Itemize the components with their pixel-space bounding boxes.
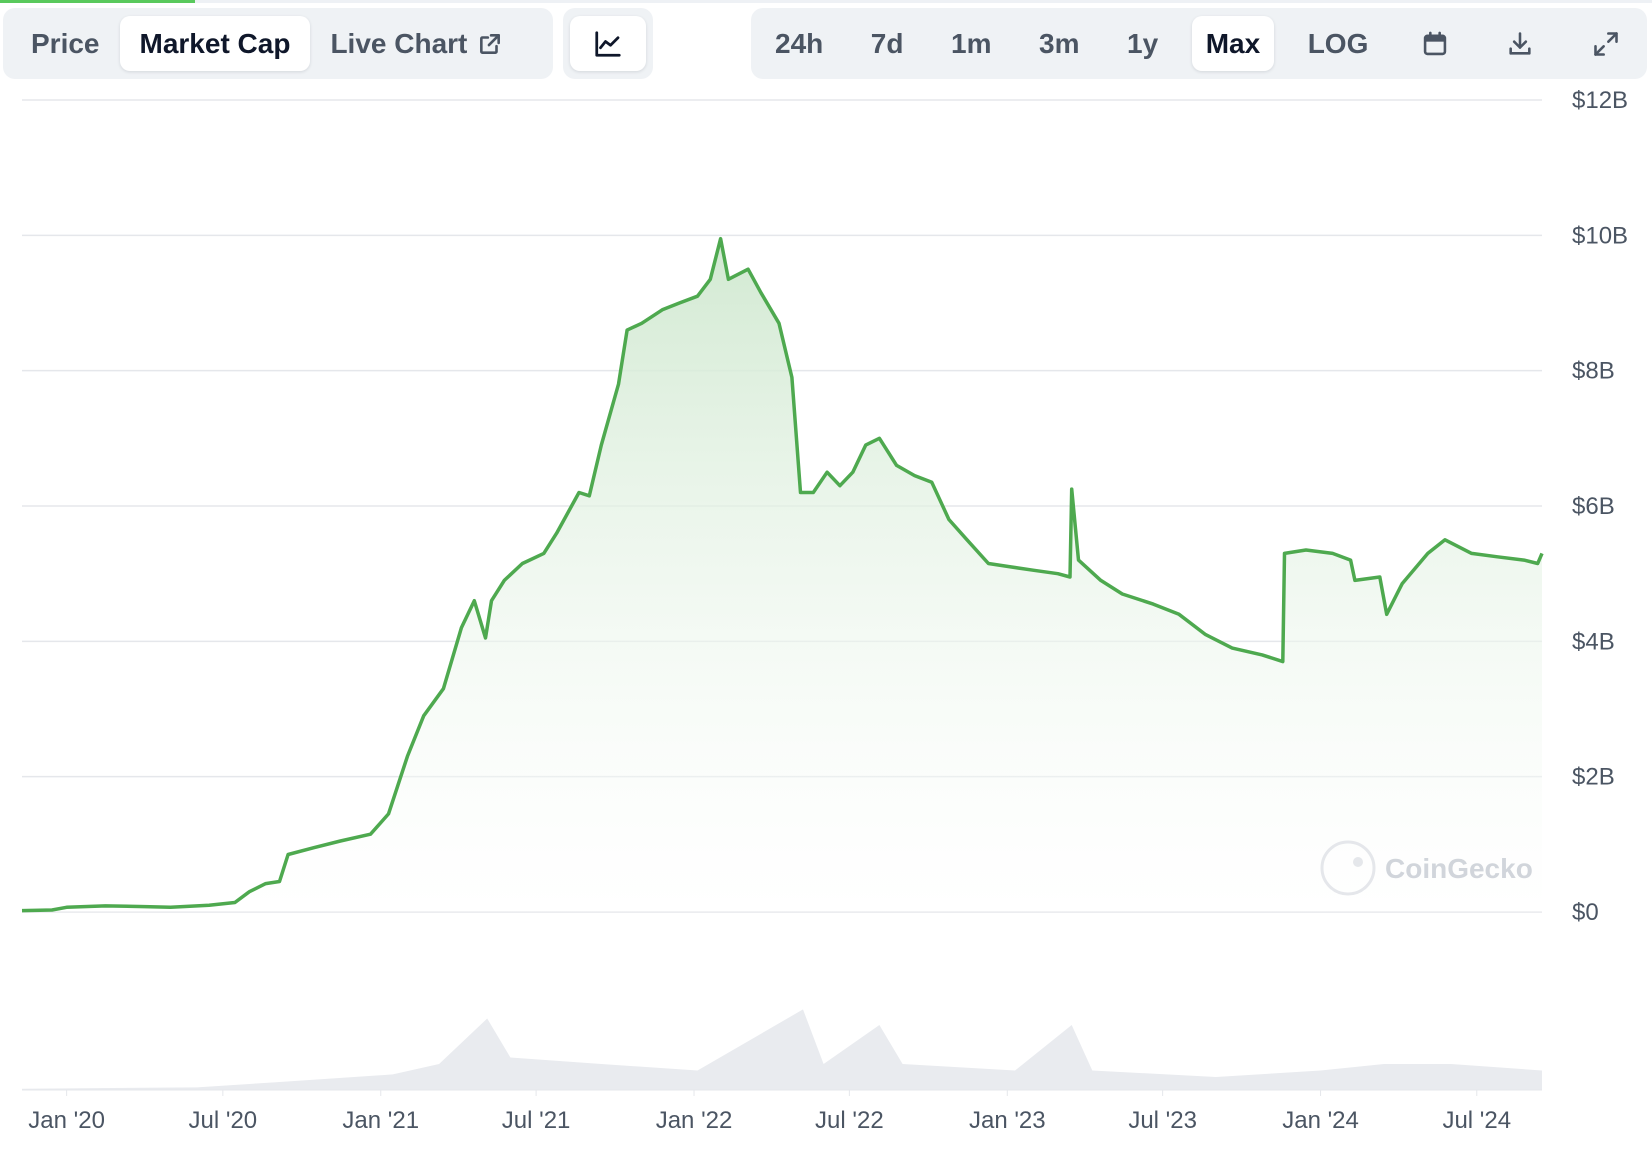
coingecko-logo-icon xyxy=(1320,840,1376,896)
range-1y-button[interactable]: 1y xyxy=(1127,27,1159,59)
log-scale-button[interactable]: LOG xyxy=(1307,27,1369,59)
tab-live-chart-label: Live Chart xyxy=(330,27,468,59)
fullscreen-button[interactable] xyxy=(1573,16,1639,71)
range-toolbar: 24h 7d 1m 3m 1y Max LOG xyxy=(751,8,1647,79)
download-icon xyxy=(1506,30,1534,58)
x-tick-label: Jan '20 xyxy=(28,1107,105,1134)
x-tick-label: Jul '22 xyxy=(815,1107,884,1134)
y-tick-label: $0 xyxy=(1572,899,1599,926)
view-tab-group: Price Market Cap Live Chart xyxy=(3,8,553,79)
range-24h-button[interactable]: 24h xyxy=(775,27,824,59)
y-tick-label: $12B xyxy=(1572,90,1628,114)
x-tick-label: Jul '24 xyxy=(1442,1107,1511,1134)
y-tick-label: $10B xyxy=(1572,222,1628,249)
y-tick-label: $2B xyxy=(1572,764,1615,791)
y-tick-label: $6B xyxy=(1572,493,1615,520)
x-tick-label: Jul '20 xyxy=(189,1107,258,1134)
range-7d-button[interactable]: 7d xyxy=(870,27,904,59)
x-tick-label: Jan '23 xyxy=(969,1107,1046,1134)
tab-price[interactable]: Price xyxy=(31,27,100,59)
x-axis-labels: Jan '20 Jul '20 Jan '21 Jul '21 Jan '22 Jul '… xyxy=(28,1090,1511,1134)
chart-type-group xyxy=(563,8,653,79)
market-cap-chart[interactable]: $0 $2B $4B $6B $8B $10B $12B CoinGecko Jan '20… xyxy=(0,90,1652,1172)
range-3m-button[interactable]: 3m xyxy=(1039,27,1080,59)
external-link-icon xyxy=(477,31,503,57)
top-divider xyxy=(195,0,1652,3)
fullscreen-icon xyxy=(1592,30,1620,58)
y-axis-labels: $0 $2B $4B $6B $8B $10B $12B xyxy=(1572,90,1628,926)
y-tick-label: $8B xyxy=(1572,358,1615,385)
download-button[interactable] xyxy=(1487,16,1553,71)
x-tick-label: Jan '22 xyxy=(656,1107,733,1134)
coingecko-watermark: CoinGecko xyxy=(1320,840,1533,896)
x-tick-label: Jul '23 xyxy=(1128,1107,1197,1134)
watermark-text: CoinGecko xyxy=(1385,853,1533,884)
market-cap-line[interactable] xyxy=(21,236,1544,913)
tab-live-chart[interactable]: Live Chart xyxy=(310,16,523,71)
volume-bars xyxy=(22,1009,1542,1090)
x-tick-label: Jan '21 xyxy=(342,1107,419,1134)
x-tick-label: Jul '21 xyxy=(502,1107,571,1134)
line-chart-icon xyxy=(593,29,623,59)
x-tick-label: Jan '24 xyxy=(1282,1107,1359,1134)
page-load-progress-bar xyxy=(0,0,195,3)
line-chart-button[interactable] xyxy=(570,16,646,71)
market-cap-area xyxy=(22,238,1542,912)
range-1m-button[interactable]: 1m xyxy=(951,27,992,59)
y-tick-label: $4B xyxy=(1572,628,1615,655)
coingecko-logo-eye xyxy=(1353,857,1363,867)
calendar-icon xyxy=(1421,30,1449,58)
calendar-button[interactable] xyxy=(1402,16,1468,71)
tab-market-cap[interactable]: Market Cap xyxy=(119,16,311,71)
range-max-button[interactable]: Max xyxy=(1191,16,1275,71)
